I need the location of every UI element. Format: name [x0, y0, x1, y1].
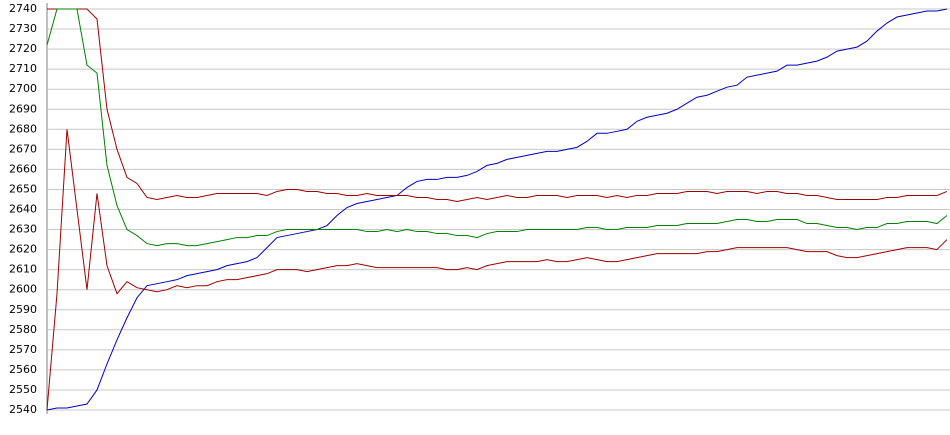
y-tick-label: 2740	[9, 2, 37, 15]
series-line	[46, 8, 948, 247]
y-tick-label: 2570	[9, 343, 37, 356]
y-tick-label: 2690	[9, 102, 37, 115]
y-tick-label: 2670	[9, 142, 37, 155]
y-tick-label: 2560	[9, 363, 37, 376]
y-tick-label: 2610	[9, 263, 37, 276]
y-tick-label: 2630	[9, 223, 37, 236]
y-tick-label: 2700	[9, 82, 37, 95]
y-tick-label: 2650	[9, 182, 37, 195]
y-tick-label: 2620	[9, 243, 37, 256]
y-tick-label: 2590	[9, 303, 37, 316]
y-tick-label: 2600	[9, 283, 37, 296]
series-line	[46, 129, 948, 411]
y-tick-label: 2660	[9, 162, 37, 175]
series-line	[47, 8, 948, 202]
series-line	[46, 8, 948, 411]
y-tick-label: 2730	[9, 22, 37, 35]
y-tick-label: 2640	[9, 203, 37, 216]
y-tick-label: 2540	[9, 403, 37, 416]
y-tick-label: 2710	[9, 62, 37, 75]
y-tick-label: 2550	[9, 383, 37, 396]
y-tick-label: 2680	[9, 122, 37, 135]
y-tick-label: 2720	[9, 42, 37, 55]
y-tick-label: 2580	[9, 323, 37, 336]
